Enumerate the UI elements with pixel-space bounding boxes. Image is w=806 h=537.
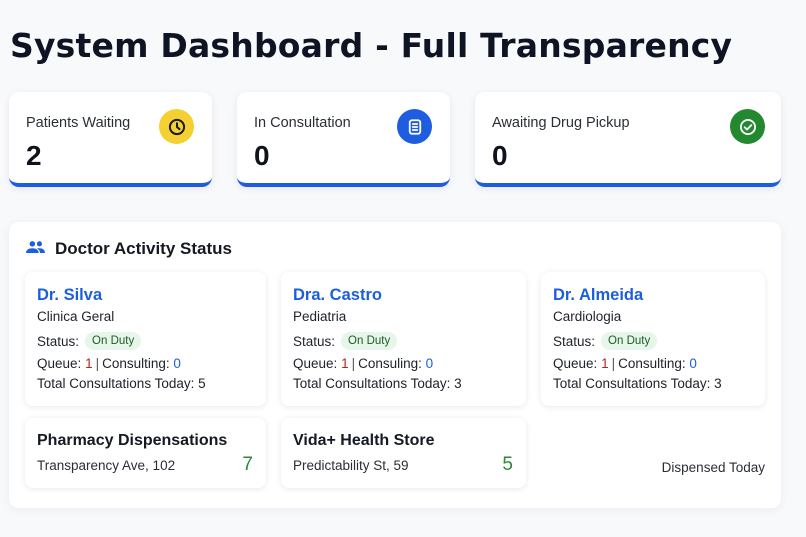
separator: | [611, 356, 616, 371]
pharmacy-card-dispensations[interactable]: Pharmacy Dispensations Transparency Ave,… [25, 418, 266, 488]
consulting-label: Consulting: [102, 356, 170, 371]
status-row: Status: On Duty [293, 332, 398, 350]
status-label: Status: [293, 333, 336, 349]
queue-row: Queue: 1 | Consuling: 0 [293, 356, 433, 371]
status-label: Status: [553, 333, 596, 349]
status-row: Status: On Duty [553, 332, 658, 350]
document-icon [397, 109, 432, 144]
queue-row: Queue: 1 | Consulting: 0 [553, 356, 697, 371]
status-badge: On Duty [341, 332, 398, 350]
consulting-count: 0 [173, 356, 181, 371]
doctor-card-silva[interactable]: Dr. Silva Clinica Geral Status: On Duty … [25, 272, 266, 406]
separator: | [95, 356, 100, 371]
queue-count: 1 [85, 356, 93, 371]
panel-title: Doctor Activity Status [55, 239, 232, 258]
total-count: 3 [454, 376, 462, 391]
doctor-activity-panel: Doctor Activity Status Dr. Silva Clinica… [9, 222, 781, 508]
doctor-specialty: Clinica Geral [37, 309, 115, 324]
pharmacy-address: Predictability St, 59 [293, 458, 409, 473]
doctor-name: Dra. Castro [293, 286, 382, 304]
total-row: Total Consultations Today: 5 [37, 376, 206, 391]
pharmacy-address: Transparency Ave, 102 [37, 458, 176, 473]
doctor-specialty: Cardiologia [553, 309, 622, 324]
doctor-card-castro[interactable]: Dra. Castro Pediatria Status: On Duty Qu… [281, 272, 526, 406]
queue-label: Queue: [293, 356, 338, 371]
stat-label: Patients Waiting [26, 115, 131, 131]
pharmacy-card-vida-health-store[interactable]: Vida+ Health Store Predictability St, 59… [281, 418, 526, 488]
stat-value: 2 [26, 140, 42, 171]
pharmacy-name: Vida+ Health Store [293, 432, 435, 449]
separator: | [351, 356, 356, 371]
clock-icon [159, 109, 194, 144]
total-count: 3 [714, 376, 722, 391]
doctor-name: Dr. Almeida [553, 286, 644, 304]
check-circle-icon [730, 109, 765, 144]
doctor-name: Dr. Silva [37, 286, 103, 304]
consulting-label: Consulting: [618, 356, 686, 371]
doctor-specialty: Pediatria [293, 309, 347, 324]
consulting-count: 0 [425, 356, 434, 371]
stat-value: 0 [492, 140, 508, 171]
page-title: System Dashboard - Full Transparency [10, 26, 733, 65]
queue-count: 1 [341, 356, 349, 371]
status-badge: On Duty [601, 332, 658, 350]
total-row: Total Consultations Today: 3 [553, 376, 722, 391]
people-icon [26, 240, 45, 259]
stat-label: Awaiting Drug Pickup [492, 115, 630, 131]
total-row: Total Consultations Today: 3 [293, 376, 462, 391]
pharmacy-count: 5 [502, 454, 513, 475]
queue-label: Queue: [37, 356, 82, 371]
consulting-count: 0 [689, 356, 697, 371]
stat-card-in-consultation[interactable]: In Consultation 0 [237, 92, 450, 187]
total-label: Total Consultations Today: [37, 376, 195, 391]
status-badge: On Duty [85, 332, 142, 350]
total-count: 5 [198, 376, 206, 391]
pharmacy-name: Pharmacy Dispensations [37, 432, 228, 449]
panel-header: Doctor Activity Status [26, 239, 232, 259]
total-label: Total Consultations Today: [293, 376, 451, 391]
status-label: Status: [37, 333, 80, 349]
queue-label: Queue: [553, 356, 598, 371]
total-label: Total Consultations Today: [553, 376, 711, 391]
queue-count: 1 [601, 356, 609, 371]
stat-label: In Consultation [254, 115, 351, 131]
doctor-card-almeida[interactable]: Dr. Almeida Cardiologia Status: On Duty … [541, 272, 765, 406]
stat-value: 0 [254, 140, 270, 171]
stat-card-patients-waiting[interactable]: Patients Waiting 2 [9, 92, 212, 187]
pharmacy-count: 7 [242, 454, 253, 475]
stat-card-awaiting-drug-pickup[interactable]: Awaiting Drug Pickup 0 [475, 92, 781, 187]
status-row: Status: On Duty [37, 332, 142, 350]
dispensed-today-label: Dispensed Today [661, 460, 765, 475]
consulting-label: Consuling: [358, 356, 422, 371]
queue-row: Queue: 1 | Consulting: 0 [37, 356, 181, 371]
